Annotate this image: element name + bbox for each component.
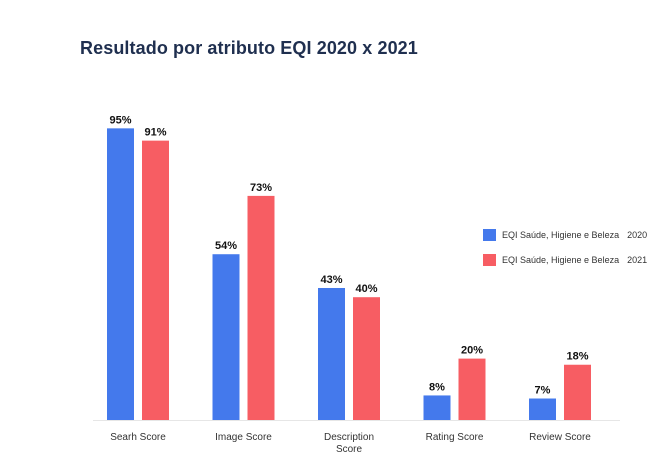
bar-2020-1 [107,128,134,420]
bar-2020-4 [423,395,451,420]
legend-item-2020: EQI Saúde, Higiene e Beleza 2020 [483,229,647,241]
chart-title: Resultado por atributo EQI 2020 x 2021 [80,38,418,58]
bar-2021-3 [353,297,380,420]
bar-2020-2 [212,254,240,420]
data-label-2021-4: 20% [461,345,483,357]
data-label-2020-1: 95% [109,114,131,126]
legend-year-2020: 2020 [627,230,648,240]
x-tick-label-5: Review Score [529,432,591,443]
legend-year-2021: 2021 [627,255,648,265]
bar-2021-4 [458,358,486,420]
legend-item-2021: EQI Saúde, Higiene e Beleza 2021 [483,254,647,266]
bar-2021-5 [564,364,591,420]
data-label-2020-4: 8% [429,381,445,393]
x-tick-label-4: Rating Score [426,432,484,443]
data-label-2021-5: 18% [566,351,588,363]
legend: EQI Saúde, Higiene e Beleza 2020 EQI Saú… [483,229,647,279]
legend-swatch-2020 [483,229,496,241]
data-label-2020-5: 7% [535,385,551,397]
data-label-2021-1: 91% [144,127,166,139]
data-label-2021-2: 73% [250,182,272,194]
bar-2020-5 [529,398,556,420]
bar-2020-3 [318,287,345,420]
x-tick-label-1: Searh Score [110,432,166,443]
legend-label-2020: EQI Saúde, Higiene e Beleza [502,230,620,240]
data-label-2020-2: 54% [215,240,237,252]
legend-swatch-2021 [483,254,496,266]
legend-label-2021: EQI Saúde, Higiene e Beleza [502,255,620,265]
bar-2021-2 [247,195,275,420]
x-tick-label-3: Description Score [324,432,374,455]
bar-2021-1 [142,140,169,420]
data-label-2021-3: 40% [355,283,377,295]
x-tick-label-2: Image Score [215,432,272,443]
data-label-2020-3: 43% [320,274,342,286]
